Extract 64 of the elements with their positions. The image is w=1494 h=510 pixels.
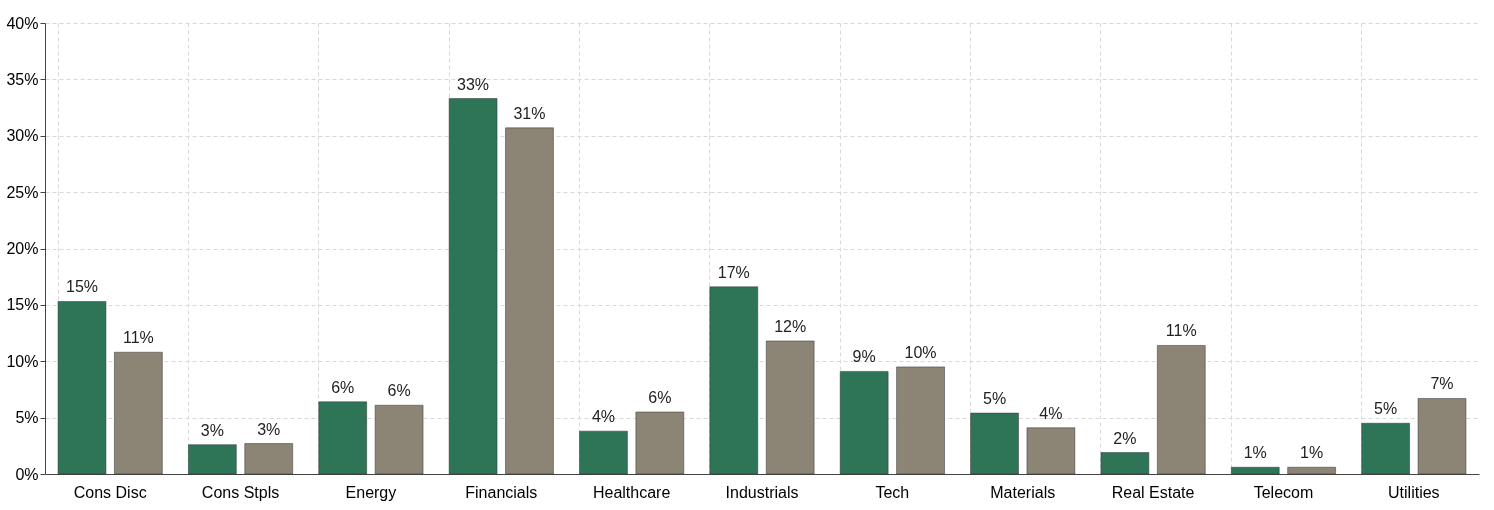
- data-label: 31%: [513, 104, 546, 122]
- bar: [765, 340, 815, 475]
- bar: [244, 443, 293, 475]
- data-label: 2%: [1113, 429, 1137, 447]
- data-label: 7%: [1430, 375, 1454, 393]
- data-label: 6%: [648, 388, 672, 406]
- x-tick-label: Real Estate: [1111, 483, 1195, 501]
- x-tick-label: Financials: [465, 483, 538, 501]
- y-tick-label: 25%: [6, 183, 39, 201]
- data-label: 4%: [591, 408, 616, 426]
- data-label: 1%: [1300, 444, 1324, 462]
- data-label: 5%: [1374, 400, 1398, 418]
- bar: [318, 401, 367, 475]
- x-tick-label: Cons Stpls: [201, 483, 280, 501]
- bar: [839, 371, 889, 475]
- bar: [1100, 452, 1150, 475]
- data-label: 6%: [331, 378, 355, 396]
- y-tick-label: 20%: [6, 240, 39, 257]
- bar: [505, 127, 554, 475]
- bar: [448, 98, 498, 475]
- y-tick-label: 5%: [15, 409, 39, 427]
- bar: [1417, 398, 1467, 475]
- y-tick-label: 30%: [6, 127, 39, 145]
- y-tick-label: 10%: [6, 352, 39, 370]
- data-label: 5%: [982, 390, 1007, 408]
- x-tick-label: Telecom: [1253, 483, 1314, 501]
- data-label: 1%: [1243, 444, 1267, 462]
- bar: [1231, 466, 1280, 475]
- bar: [57, 301, 107, 475]
- bar: [188, 444, 237, 475]
- x-tick-label: Industrials: [725, 483, 799, 501]
- bar: [1026, 427, 1076, 475]
- x-tick-label: Materials: [990, 483, 1056, 501]
- y-tick-label: 35%: [6, 70, 39, 88]
- x-tick-label: Utilities: [1388, 483, 1440, 501]
- bar: [709, 286, 759, 475]
- bar: [1287, 466, 1336, 475]
- x-tick-label: Healthcare: [592, 483, 671, 501]
- y-tick-label: 0%: [15, 465, 39, 483]
- data-label: 12%: [774, 317, 807, 335]
- data-label: 9%: [852, 348, 876, 366]
- data-label: 11%: [122, 329, 154, 347]
- data-label: 3%: [200, 421, 224, 439]
- data-label: 4%: [1039, 404, 1063, 422]
- data-label: 17%: [717, 263, 750, 281]
- bar: [1157, 345, 1206, 475]
- bar: [374, 404, 424, 475]
- y-tick-label: 40%: [6, 14, 39, 32]
- bar: [1361, 423, 1410, 475]
- data-label: 11%: [1165, 322, 1197, 340]
- bar: [896, 366, 945, 475]
- bar: [970, 412, 1019, 475]
- x-tick-label: Energy: [345, 483, 397, 501]
- bar: [579, 430, 628, 475]
- bar: [635, 411, 685, 475]
- data-label: 6%: [387, 382, 411, 400]
- data-label: 33%: [457, 75, 490, 93]
- data-label: 10%: [904, 343, 937, 361]
- y-tick-label: 15%: [6, 296, 39, 314]
- x-tick-label: Cons Disc: [73, 483, 147, 501]
- data-label: 15%: [65, 278, 99, 296]
- bar: [114, 351, 163, 475]
- data-label: 3%: [257, 420, 281, 438]
- x-tick-label: Tech: [875, 483, 910, 501]
